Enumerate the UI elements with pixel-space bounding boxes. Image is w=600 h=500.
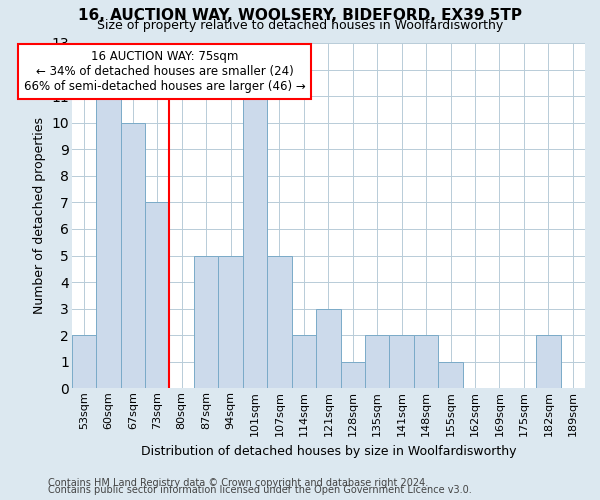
Bar <box>292 336 316 388</box>
Text: Contains HM Land Registry data © Crown copyright and database right 2024.: Contains HM Land Registry data © Crown c… <box>48 478 428 488</box>
Text: 16, AUCTION WAY, WOOLSERY, BIDEFORD, EX39 5TP: 16, AUCTION WAY, WOOLSERY, BIDEFORD, EX3… <box>78 8 522 22</box>
Bar <box>316 308 341 388</box>
Bar <box>218 256 243 388</box>
Bar <box>414 336 439 388</box>
Bar <box>194 256 218 388</box>
Text: Contains public sector information licensed under the Open Government Licence v3: Contains public sector information licen… <box>48 485 472 495</box>
Bar <box>243 96 267 388</box>
Bar <box>439 362 463 388</box>
Text: 16 AUCTION WAY: 75sqm
← 34% of detached houses are smaller (24)
66% of semi-deta: 16 AUCTION WAY: 75sqm ← 34% of detached … <box>24 50 305 92</box>
Y-axis label: Number of detached properties: Number of detached properties <box>32 117 46 314</box>
Bar <box>145 202 169 388</box>
Bar <box>365 336 389 388</box>
X-axis label: Distribution of detached houses by size in Woolfardisworthy: Distribution of detached houses by size … <box>140 444 516 458</box>
Text: Size of property relative to detached houses in Woolfardisworthy: Size of property relative to detached ho… <box>97 19 503 32</box>
Bar <box>96 96 121 388</box>
Bar <box>72 336 96 388</box>
Bar <box>536 336 560 388</box>
Bar <box>121 122 145 388</box>
Bar <box>389 336 414 388</box>
Bar <box>267 256 292 388</box>
Bar <box>341 362 365 388</box>
